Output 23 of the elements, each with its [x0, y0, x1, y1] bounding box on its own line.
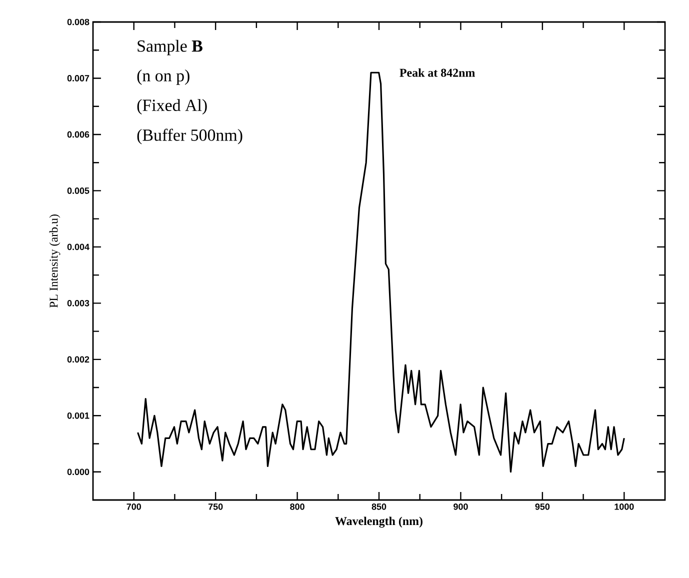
y-tick-label: 0.005 [67, 188, 90, 194]
annotation: (n on p) [137, 69, 190, 85]
x-tick-label: 900 [454, 504, 468, 510]
y-axis-title: PL Intensity (arb.u) [49, 214, 60, 308]
x-tick-label: 700 [126, 504, 141, 510]
annotation: Sample B [138, 40, 202, 56]
x-tick-label: 950 [535, 504, 550, 510]
y-tick-label: 0.008 [67, 18, 90, 26]
x-tick-label: 750 [208, 504, 223, 510]
annotation: (Fixed Al) [137, 99, 207, 114]
y-tick-label: 0.006 [67, 131, 90, 138]
x-axis-title: Wavelength (nm) [335, 516, 422, 528]
y-tick-label: 0.002 [67, 356, 90, 363]
y-tick-label: 0.001 [67, 412, 90, 419]
annotation: (Buffer 500nm) [137, 128, 242, 144]
x-tick-label: 800 [290, 504, 304, 510]
y-tick-label: 0.003 [67, 300, 90, 306]
y-tick-label: 0.000 [67, 468, 90, 476]
annotation: Peak at 842nm [400, 68, 475, 77]
x-tick-label: 1000 [614, 504, 634, 510]
y-tick-label: 0.007 [67, 75, 90, 82]
x-tick-label: 850 [372, 504, 386, 510]
y-tick-label: 0.004 [67, 244, 90, 250]
